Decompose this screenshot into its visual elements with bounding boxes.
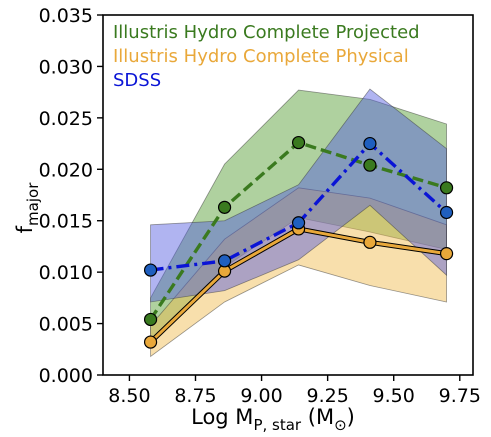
- x-axis-label-unit-close: ): [347, 405, 355, 429]
- point-sdss: [217, 254, 232, 268]
- x-tick-label: 9.00: [240, 385, 282, 407]
- legend-entry-sdss: SDSS: [113, 70, 161, 91]
- point-sdss: [291, 216, 306, 230]
- legend-entry-illustris-hydro-complete-physical: Illustris Hydro Complete Physical: [113, 46, 409, 67]
- point-illustris-hydro-complete-physical: [143, 335, 158, 349]
- x-tick-label: 9.75: [439, 385, 481, 407]
- y-tick-label: 0.025: [39, 108, 93, 130]
- point-illustris-hydro-complete-projected: [291, 135, 306, 150]
- x-tick-label: 9.25: [306, 385, 348, 407]
- y-tick-label: 0.035: [39, 5, 93, 27]
- y-axis-label-sub: major: [24, 182, 42, 226]
- y-tick-label: 0.010: [39, 262, 93, 284]
- x-tick-label: 9.50: [373, 385, 415, 407]
- x-tick-label: 8.75: [174, 385, 216, 407]
- point-sdss: [439, 205, 454, 220]
- series-markers: [143, 135, 454, 349]
- x-axis-label-unit-open: (M: [301, 405, 334, 429]
- legend-entry-illustris-hydro-complete-projected: Illustris Hydro Complete Projected: [113, 22, 420, 43]
- y-tick-label: 0.005: [39, 314, 93, 336]
- x-axis-label-unit-sub: ⊙: [334, 416, 347, 434]
- x-axis-label: Log MP, star (M⊙): [191, 405, 355, 434]
- point-illustris-hydro-complete-physical: [439, 247, 454, 261]
- x-axis-label-sub: P, star: [253, 416, 301, 434]
- y-axis-label-main: f: [13, 225, 37, 233]
- point-illustris-hydro-complete-projected: [217, 200, 232, 214]
- y-tick-label: 0.030: [39, 56, 93, 78]
- x-axis-ticks: 8.50 8.75 9.00 9.25 9.50 9.75: [108, 375, 481, 407]
- legend: Illustris Hydro Complete Projected Illust…: [113, 22, 420, 91]
- plot-frame: [102, 14, 474, 376]
- x-axis-label-main: Log M: [191, 405, 253, 429]
- point-illustris-hydro-complete-projected: [439, 181, 454, 195]
- point-sdss: [143, 263, 158, 277]
- y-tick-label: 0.000: [39, 365, 93, 387]
- point-illustris-hydro-complete-physical: [363, 235, 377, 249]
- y-axis-label: fmajor: [13, 182, 42, 234]
- y-axis-ticks: 0.000 0.005 0.010 0.015 0.020 0.025 0.030 0.035: [39, 5, 103, 387]
- point-illustris-hydro-complete-projected: [363, 158, 377, 172]
- x-tick-label: 8.50: [108, 385, 150, 407]
- y-tick-label: 0.015: [39, 211, 93, 233]
- y-tick-label: 0.020: [39, 159, 93, 181]
- point-illustris-hydro-complete-projected: [143, 312, 158, 327]
- band-illustris-hydro-complete-physical: [150, 187, 447, 358]
- point-sdss: [363, 136, 377, 151]
